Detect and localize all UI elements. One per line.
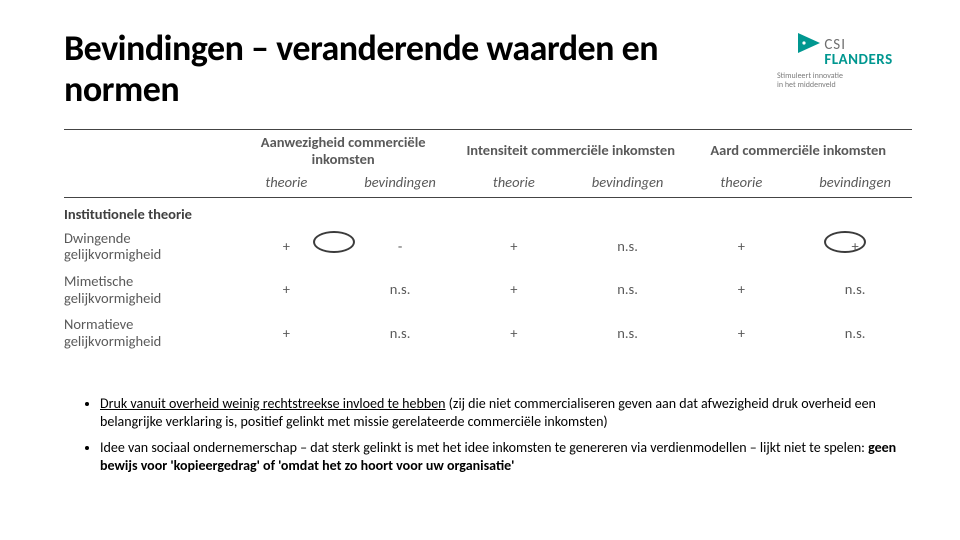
cell: + [229,225,343,268]
col-group-1: Intensiteit commerciële inkomsten [457,129,685,170]
logo: CSI FLANDERS Stimuleert innovatie in het… [777,30,912,91]
cell: n.s. [571,311,685,354]
cell: - [343,225,457,268]
sub-4: theorie [684,171,798,198]
logo-triangle-icon [796,30,822,61]
cell: + [229,268,343,311]
bullet-0-lead: Druk vanuit overheid weinig rechtstreeks… [100,395,446,412]
cell: n.s. [798,311,912,354]
table-wrap: Aanwezigheid commerciële inkomsten Inten… [64,129,912,355]
cell: n.s. [798,268,912,311]
cell: + [798,225,912,268]
cell: + [684,268,798,311]
row-label-0: Dwingende gelijkvormigheid [64,225,229,268]
page-title: Bevindingen – veranderende waarden en no… [64,28,765,111]
sub-1: bevindingen [343,171,457,198]
table-row: Mimetische gelijkvormigheid + n.s. + n.s… [64,268,912,311]
sub-2: theorie [457,171,571,198]
logo-tagline-l1: Stimuleert innovatie [777,71,843,81]
cell: n.s. [571,225,685,268]
section-label: Institutionele theorie [64,197,912,225]
table-row: Normatieve gelijkvormigheid + n.s. + n.s… [64,311,912,354]
bullet-1-lead: Idee van sociaal ondernemerschap – dat s… [100,439,868,456]
slide: Bevindingen – veranderende waarden en no… [0,0,960,540]
table-header-subs: theorie bevindingen theorie bevindingen … [64,171,912,198]
logo-tagline: Stimuleert innovatie in het middenveld [777,72,912,91]
cell: n.s. [343,268,457,311]
table-section-head: Institutionele theorie [64,197,912,225]
title-row: Bevindingen – veranderende waarden en no… [64,28,912,111]
cell: + [684,225,798,268]
cell: + [457,311,571,354]
cell: + [229,311,343,354]
row-label-1: Mimetische gelijkvormigheid [64,268,229,311]
sub-0: theorie [229,171,343,198]
bullet-1: Idee van sociaal ondernemerschap – dat s… [100,439,902,475]
sub-5: bevindingen [798,171,912,198]
results-table: Aanwezigheid commerciële inkomsten Inten… [64,129,912,355]
bullets: Druk vanuit overheid weinig rechtstreeks… [64,395,912,476]
logo-tagline-l2: in het middenveld [777,80,836,90]
cell: + [457,225,571,268]
logo-text: CSI FLANDERS [824,37,892,68]
cell: n.s. [571,268,685,311]
table-row: Dwingende gelijkvormigheid + - + n.s. + … [64,225,912,268]
cell: n.s. [343,311,457,354]
table-header-groups: Aanwezigheid commerciële inkomsten Inten… [64,129,912,170]
col-group-2: Aard commerciële inkomsten [684,129,912,170]
bullet-0: Druk vanuit overheid weinig rechtstreeks… [100,395,902,431]
cell: + [457,268,571,311]
sub-3: bevindingen [571,171,685,198]
row-label-2: Normatieve gelijkvormigheid [64,311,229,354]
cell: + [684,311,798,354]
col-group-0: Aanwezigheid commerciële inkomsten [229,129,457,170]
logo-brand2: FLANDERS [824,53,892,68]
